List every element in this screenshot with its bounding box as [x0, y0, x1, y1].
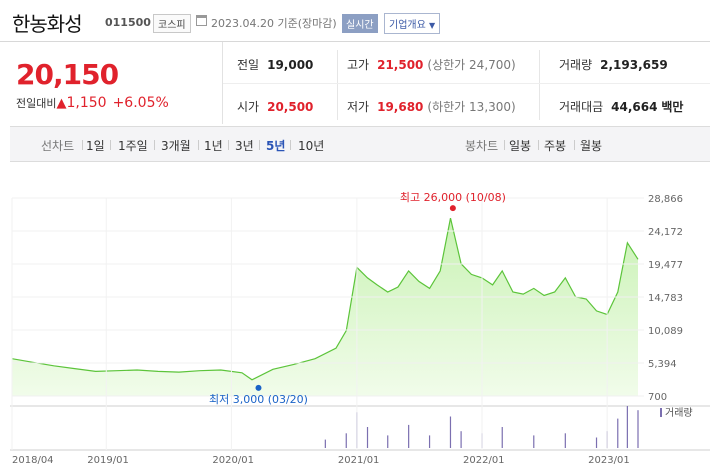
x-tick-label: 2018/04 — [12, 455, 54, 466]
y-tick-label: 14,783 — [648, 293, 683, 304]
prev-close-label: 전일 — [237, 58, 260, 72]
volume-bar — [626, 406, 628, 448]
lower-limit-label: (하한가 — [427, 100, 466, 114]
open-label: 시가 — [237, 100, 260, 114]
lower-limit-value: 13,300) — [469, 100, 516, 114]
candle-chart-label: 봉차트 — [465, 139, 499, 153]
upper-limit-value: 24,700) — [469, 58, 516, 72]
y-tick-label: 700 — [648, 392, 667, 403]
tab-3m[interactable]: 3개월 — [161, 139, 191, 153]
company-info-label: 기업개요 — [389, 20, 426, 31]
realtime-button[interactable]: 실시간 — [342, 14, 378, 33]
company-info-button[interactable]: 기업개요 ▼ — [384, 13, 441, 34]
stock-header: 한농화성 011500 코스피 2023.04.20 기준(장마감) 실시간 기… — [0, 0, 710, 42]
date-text: 2023.04.20 기준(장마감) — [211, 17, 337, 30]
low-marker — [255, 384, 262, 391]
volume-bar — [387, 435, 389, 448]
stock-code: 011500 — [105, 16, 151, 29]
volume-value: 2,193,659 — [600, 58, 668, 72]
price-chart[interactable]: 28,866 24,172 19,477 14,783 10,089 5,394 700 거… — [10, 180, 710, 472]
y-tick-label: 19,477 — [648, 260, 683, 271]
tab-1d[interactable]: 1일 — [86, 139, 105, 153]
volume-legend-swatch — [660, 408, 662, 417]
low-price: 저가 19,680 (하한가 13,300) — [347, 98, 516, 115]
open-price: 시가 20,500 — [237, 98, 313, 115]
volume-bar — [533, 435, 535, 448]
trading-amount: 거래대금 44,664 백만 — [559, 98, 683, 115]
volume-bar — [408, 424, 410, 448]
change-percent: +6.05% — [112, 95, 169, 111]
amount-unit: 백만 — [661, 100, 684, 114]
volume-bar — [595, 437, 598, 448]
amount-label: 거래대금 — [559, 100, 604, 114]
open-value: 20,500 — [267, 100, 314, 114]
high-price: 고가 21,500 (상한가 24,700) — [347, 56, 516, 73]
line-chart-label: 선차트 — [41, 139, 75, 153]
high-marker — [449, 205, 456, 212]
low-value: 19,680 — [377, 100, 424, 114]
low-annotation: 최저 3,000 (03/20) — [209, 393, 308, 406]
price-summary-grid: 전일 19,000 고가 21,500 (상한가 24,700) 거래량 2,193,6… — [222, 42, 710, 124]
y-tick-label: 24,172 — [648, 227, 683, 238]
stock-name: 한농화성 — [12, 12, 83, 36]
change-label: 전일대비 — [16, 97, 57, 110]
volume-bar — [324, 439, 326, 448]
change-value: 1,150 — [66, 95, 107, 111]
x-tick-label: 2021/01 — [338, 455, 380, 466]
volume-legend: 거래량 — [665, 407, 693, 419]
x-tick-label: 2020/01 — [212, 455, 254, 466]
price-change: 전일대비▲1,150 +6.05% — [16, 95, 169, 111]
market-badge: 코스피 — [153, 14, 191, 33]
current-price: 20,150 — [16, 58, 119, 91]
up-triangle-icon: ▲ — [56, 96, 67, 111]
amount-value: 44,664 — [611, 100, 658, 114]
price-area — [12, 218, 638, 396]
x-tick-label: 2022/01 — [463, 455, 505, 466]
x-tick-label: 2019/01 — [87, 455, 129, 466]
volume-bar — [637, 410, 639, 448]
chart-period-tabs: 선차트 1일 1주일 3개월 1년 3년 5년 10년 봉차트 일봉 주봉 월봉 — [10, 126, 710, 162]
tab-10y[interactable]: 10년 — [298, 139, 325, 153]
tab-1w[interactable]: 1주일 — [118, 139, 148, 153]
tab-monthly-candle[interactable]: 월봉 — [580, 139, 603, 153]
tab-1y[interactable]: 1년 — [204, 139, 223, 153]
tab-daily-candle[interactable]: 일봉 — [509, 139, 532, 153]
upper-limit-label: (상한가 — [427, 58, 466, 72]
high-annotation: 최고 26,000 (10/08) — [400, 191, 506, 204]
chevron-down-icon: ▼ — [429, 21, 436, 30]
high-label: 고가 — [347, 58, 370, 72]
volume-bar — [449, 416, 452, 448]
volume-bar — [460, 431, 462, 448]
volume-bar — [366, 427, 369, 448]
calendar-icon — [196, 15, 207, 26]
tab-weekly-candle[interactable]: 주봉 — [544, 139, 567, 153]
high-value: 21,500 — [377, 58, 424, 72]
y-tick-label: 28,866 — [648, 194, 683, 205]
volume-bar — [617, 418, 619, 448]
y-tick-label: 10,089 — [648, 326, 683, 337]
price-line — [11, 217, 639, 381]
volume-bar — [564, 433, 566, 448]
prev-close-value: 19,000 — [267, 58, 314, 72]
volume-bar — [501, 427, 503, 448]
y-tick-label: 5,394 — [648, 359, 677, 370]
tab-5y[interactable]: 5년 — [266, 139, 286, 153]
volume-label: 거래량 — [559, 58, 593, 72]
x-tick-label: 2023/01 — [588, 455, 630, 466]
volume: 거래량 2,193,659 — [559, 56, 668, 73]
volume-bar — [428, 435, 431, 448]
prev-close: 전일 19,000 — [237, 56, 313, 73]
tab-3y[interactable]: 3년 — [235, 139, 254, 153]
volume-bar — [345, 433, 347, 448]
low-label: 저가 — [347, 100, 370, 114]
price-panel: 20,150 전일대비▲1,150 +6.05% — [10, 42, 220, 124]
